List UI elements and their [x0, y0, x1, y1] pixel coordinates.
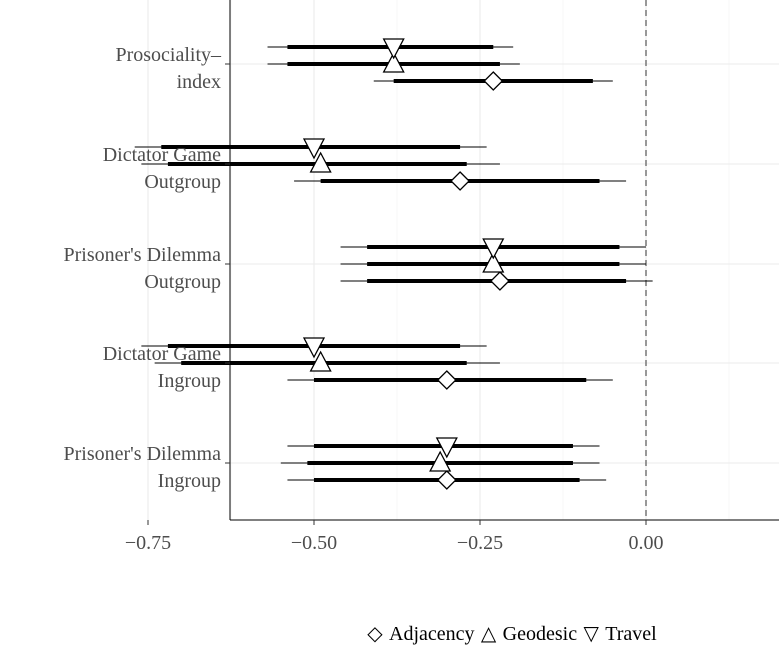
y-tick-label-line1: Prosociality– [115, 44, 222, 66]
axis-layer: −0.75−0.50−0.250.000.25Prosociality–inde… [64, 0, 779, 554]
y-tick-label-line2: Ingroup [158, 470, 221, 492]
point-marker-geodesic [309, 350, 332, 372]
legend-label-travel: Travel [605, 623, 657, 645]
point-marker-geodesic [482, 251, 505, 273]
marker-layer [302, 38, 510, 490]
x-tick-label: 0.00 [629, 532, 664, 554]
legend-label-geodesic: Geodesic [503, 623, 578, 645]
y-tick-label-line1: Dictator Game [103, 343, 221, 365]
grid-layer [147, 0, 779, 520]
point-marker-travel [302, 138, 326, 160]
legend: ◇ Adjacency △ Geodesic ▽ Travel [367, 621, 657, 645]
point-marker-adjacency [483, 71, 504, 91]
point-marker-geodesic [382, 51, 405, 73]
y-tick-label-line1: Prisoner's Dilemma [64, 244, 222, 266]
y-tick-label-line2: Ingroup [158, 370, 221, 392]
y-tick-label-line1: Dictator Game [103, 144, 221, 166]
x-tick-label: −0.50 [291, 532, 337, 554]
point-marker-geodesic [429, 450, 452, 472]
legend-symbol-adjacency: ◇ [367, 621, 389, 645]
legend-symbol-travel: ▽ [577, 621, 605, 645]
x-tick-label: −0.75 [125, 532, 171, 554]
point-marker-adjacency [450, 171, 470, 191]
point-marker-adjacency [436, 370, 457, 390]
point-marker-travel [382, 38, 405, 60]
point-marker-adjacency [436, 470, 457, 490]
point-marker-travel [302, 337, 326, 359]
interval-layer [134, 45, 653, 482]
point-marker-travel [435, 437, 458, 459]
legend-label-adjacency: Adjacency [389, 623, 475, 645]
point-marker-travel [482, 238, 505, 260]
x-tick-label: −0.25 [457, 532, 503, 554]
y-tick-label-line2: Outgroup [144, 171, 221, 193]
point-marker-geodesic [309, 151, 332, 173]
legend-text-row: ◇ Adjacency △ Geodesic ▽ Travel [367, 621, 657, 645]
y-tick-label-line2: Outgroup [144, 271, 221, 293]
legend-symbol-geodesic: △ [475, 621, 503, 645]
point-marker-adjacency [490, 271, 510, 291]
y-tick-label-line2: index [177, 71, 221, 93]
y-tick-label-line1: Prisoner's Dilemma [64, 443, 222, 465]
